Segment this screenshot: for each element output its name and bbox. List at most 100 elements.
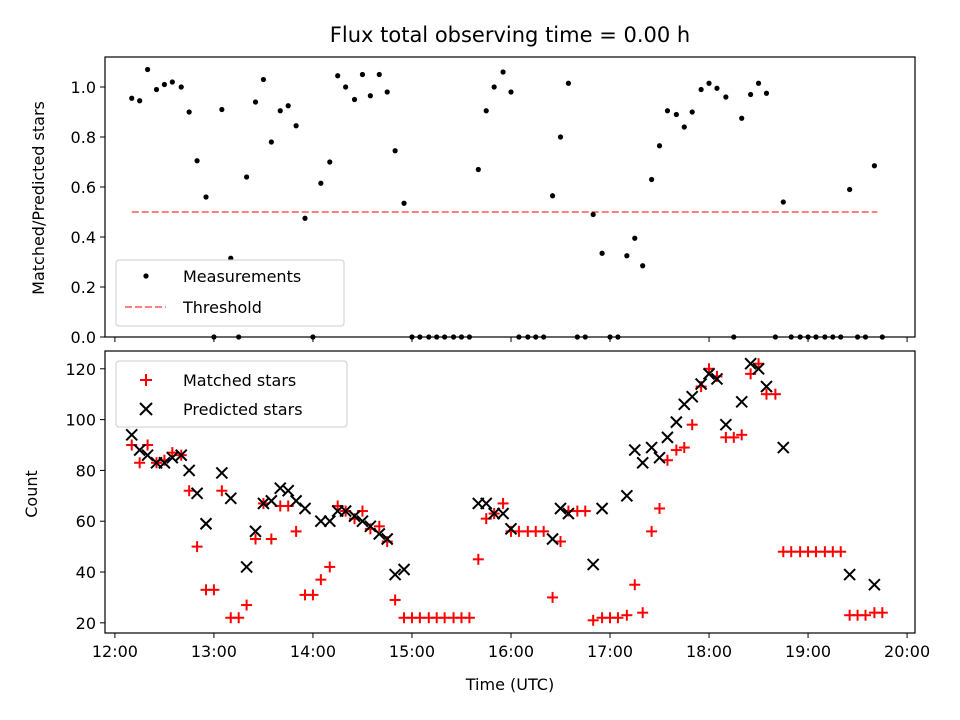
matched-stars-point [612, 612, 624, 624]
predicted-stars-point [298, 502, 312, 515]
top-axes: 0.0 0.2 0.4 0.6 0.8 1.0 [71, 56, 916, 347]
bottom-y-tick-label: 80 [76, 461, 96, 480]
measurement-point [656, 143, 663, 149]
measurement-point [557, 134, 564, 140]
predicted-stars-point [348, 509, 361, 523]
matched-stars-point [233, 612, 245, 624]
predicted-stars-point [480, 497, 493, 510]
matched-stars-point [769, 388, 781, 400]
top-legend: Measurements Threshold [115, 259, 345, 327]
measurement-point [351, 96, 358, 103]
matched-stars-point [216, 485, 228, 497]
measurement-point [178, 84, 184, 90]
measurement-point [302, 215, 308, 221]
measurement-point [847, 186, 853, 193]
predicted-stars-point [496, 507, 510, 520]
measurement-point [475, 166, 481, 173]
predicted-stars-point [182, 464, 196, 477]
measurement-point [565, 80, 572, 86]
measurement-point [640, 263, 646, 269]
predicted-stars-point [487, 507, 501, 520]
predicted-stars-point [314, 515, 328, 528]
top-y-tick-label: 0.8 [71, 128, 96, 147]
legend-predicted-marker [139, 402, 153, 416]
measurement-point [673, 111, 679, 118]
legend-measurements-label: Measurements [183, 267, 301, 286]
x-tick-label: 18:00 [686, 642, 732, 661]
predicted-stars-point [562, 507, 575, 520]
measurement-point [664, 108, 671, 114]
predicted-stars-point [670, 415, 683, 429]
predicted-stars-point [373, 527, 386, 541]
measurement-point [723, 94, 729, 100]
measurement-point [268, 139, 274, 145]
matched-stars-point [472, 553, 484, 565]
measurement-point [335, 73, 341, 79]
measurement-point [508, 89, 514, 95]
measurement-point [755, 80, 762, 86]
matched-stars-point [678, 442, 690, 454]
measurement-point [376, 71, 382, 78]
predicted-stars-point [620, 489, 634, 503]
top-y-tick-label: 0.0 [71, 328, 96, 347]
top-y-tick-label: 0.2 [71, 278, 96, 297]
matched-stars-point [629, 579, 641, 591]
measurement-point [714, 85, 720, 91]
predicted-stars-point [224, 492, 237, 505]
predicted-stars-point [777, 441, 790, 454]
predicted-stars-point [868, 578, 881, 591]
matched-stars-point [538, 525, 550, 537]
top-y-tick-label: 0.4 [71, 228, 96, 247]
measurement-point [367, 93, 373, 99]
measurement-point [359, 71, 366, 78]
measurement-point [483, 108, 489, 114]
matched-stars-point [876, 607, 888, 619]
matched-stars-point [307, 589, 319, 601]
measurement-point [590, 211, 596, 218]
predicted-stars-point [388, 568, 402, 581]
predicted-stars-point [760, 380, 773, 393]
predicted-stars-point [249, 525, 262, 538]
predicted-stars-point [735, 395, 748, 409]
matched-stars-point [389, 594, 401, 606]
measurement-point [681, 124, 687, 130]
legend-matched-marker [140, 374, 152, 386]
matched-stars-point [241, 599, 253, 611]
matched-stars-point [670, 444, 682, 456]
measurement-point [549, 193, 556, 199]
predicted-stars-point [190, 487, 204, 500]
predicted-stars-point [554, 502, 567, 515]
x-tick-label: 14:00 [290, 642, 336, 661]
matched-stars-point [547, 591, 559, 603]
matched-stars-point [250, 533, 262, 545]
measurement-point [260, 76, 267, 83]
legend-threshold-label: Threshold [182, 298, 262, 317]
legend-matched-label: Matched stars [183, 371, 296, 390]
x-tick-label: 16:00 [488, 642, 534, 661]
x-tick-label: 17:00 [587, 642, 633, 661]
matched-stars-point [579, 505, 591, 517]
predicted-stars-point [645, 441, 658, 454]
predicted-stars-point [323, 515, 336, 528]
measurement-point [871, 163, 878, 169]
measurement-point [632, 235, 638, 241]
measurement-point [763, 90, 770, 96]
matched-stars-point [324, 561, 336, 573]
bottom-legend: Matched stars Predicted stars [115, 360, 348, 428]
top-plot-frame [104, 56, 916, 338]
bottom-y-tick-label: 20 [76, 614, 96, 633]
predicted-stars-point [661, 431, 674, 444]
predicted-stars-point [744, 357, 757, 370]
matched-stars-point [621, 609, 633, 621]
matched-stars-point [859, 609, 871, 621]
measurement-point [748, 91, 754, 98]
matched-stars-point [686, 419, 698, 431]
measurement-point [392, 148, 398, 154]
measurement-point [599, 250, 605, 256]
matched-stars-point [661, 454, 673, 466]
measurement-point [219, 106, 225, 113]
predicted-stars-point [339, 504, 352, 518]
measurement-point [194, 158, 200, 164]
measurement-point [649, 176, 655, 183]
matched-stars-point [637, 607, 649, 619]
